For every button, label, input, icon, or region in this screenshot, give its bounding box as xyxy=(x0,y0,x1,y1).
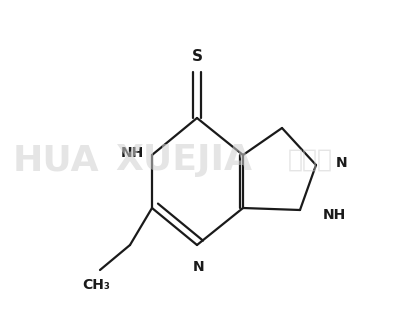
Text: XUEJIA: XUEJIA xyxy=(115,143,252,177)
Text: S: S xyxy=(192,49,203,64)
Text: HUA: HUA xyxy=(12,143,99,177)
Text: NH: NH xyxy=(323,208,346,222)
Text: N: N xyxy=(193,260,205,274)
Text: CH₃: CH₃ xyxy=(82,278,110,292)
Text: N: N xyxy=(336,156,347,171)
Text: 化学加: 化学加 xyxy=(288,148,332,172)
Text: NH: NH xyxy=(121,147,144,160)
